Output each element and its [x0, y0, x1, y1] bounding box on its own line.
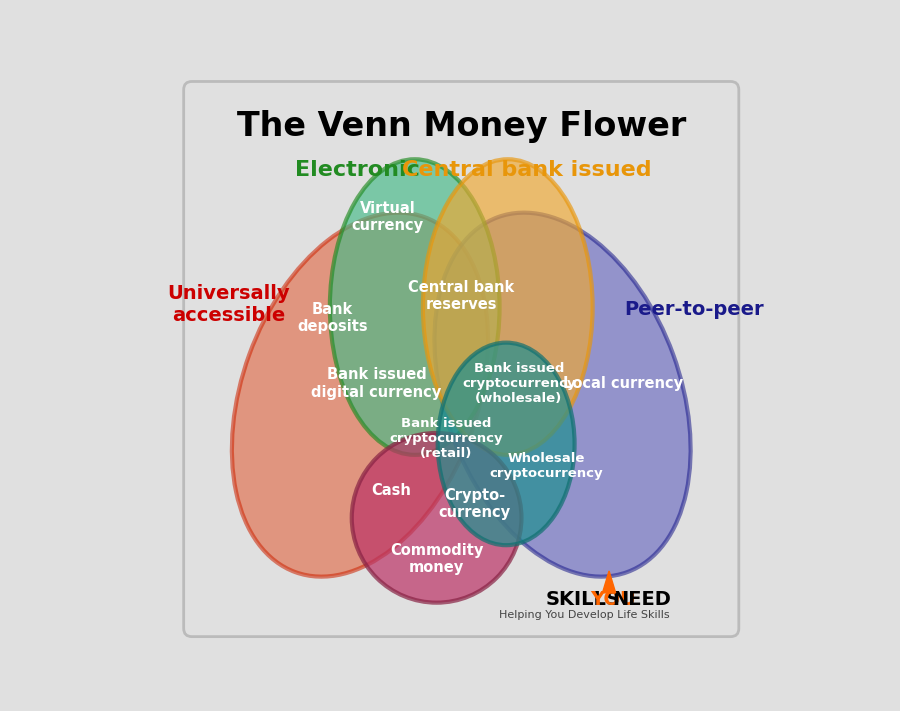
Text: Universally
accessible: Universally accessible	[167, 284, 290, 325]
Ellipse shape	[437, 343, 574, 545]
Text: Bank
deposits: Bank deposits	[297, 301, 368, 334]
Ellipse shape	[352, 433, 521, 603]
Text: YOU: YOU	[590, 590, 635, 609]
Text: Wholesale
cryptocurrency: Wholesale cryptocurrency	[490, 451, 603, 480]
Text: The Venn Money Flower: The Venn Money Flower	[237, 110, 686, 143]
Ellipse shape	[435, 213, 690, 577]
Text: Commodity
money: Commodity money	[390, 542, 483, 575]
Text: Local currency: Local currency	[562, 376, 683, 391]
Text: Bank issued
cryptocurrency
(wholesale): Bank issued cryptocurrency (wholesale)	[462, 362, 575, 405]
Polygon shape	[602, 571, 616, 593]
Ellipse shape	[232, 213, 488, 577]
Text: Central bank
reserves: Central bank reserves	[408, 280, 515, 312]
Text: Helping You Develop Life Skills: Helping You Develop Life Skills	[500, 610, 670, 620]
Ellipse shape	[423, 159, 592, 455]
Text: Virtual
currency: Virtual currency	[351, 201, 423, 233]
Text: Electronic: Electronic	[295, 160, 419, 180]
Text: Central bank issued: Central bank issued	[402, 160, 652, 180]
Ellipse shape	[330, 159, 500, 455]
Text: Bank issued
cryptocurrency
(retail): Bank issued cryptocurrency (retail)	[389, 417, 503, 460]
Text: SKILLS: SKILLS	[546, 590, 621, 609]
Text: Cash: Cash	[371, 483, 411, 498]
Text: NEED: NEED	[612, 590, 670, 609]
Text: Bank issued
digital currency: Bank issued digital currency	[311, 368, 442, 400]
Text: Crypto-
currency: Crypto- currency	[439, 488, 511, 520]
Text: Peer-to-peer: Peer-to-peer	[624, 300, 764, 319]
